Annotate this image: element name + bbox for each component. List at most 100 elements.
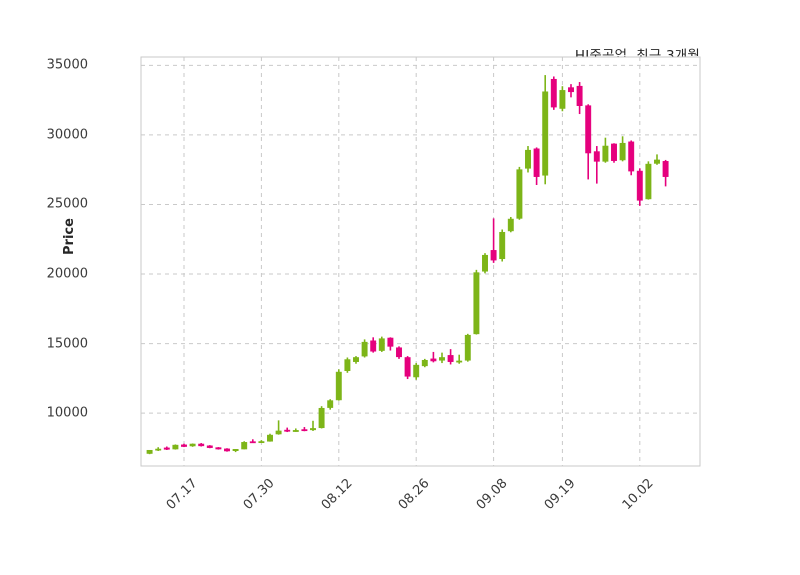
candle [568, 84, 574, 98]
candle [232, 449, 239, 453]
candle [533, 147, 540, 185]
candle [654, 154, 660, 165]
candle [301, 427, 308, 432]
candle-body [421, 359, 428, 367]
candle-body [361, 341, 368, 357]
candle [284, 427, 291, 433]
y-tick-label: 15000 [46, 336, 88, 352]
candle [593, 146, 600, 184]
candle [318, 406, 325, 429]
candle-body [155, 448, 162, 451]
candle-body [525, 149, 531, 169]
y-tick-label: 35000 [46, 57, 88, 73]
candle-body [310, 428, 316, 431]
candle [327, 399, 334, 410]
candle [189, 443, 196, 447]
candle-body [327, 400, 334, 408]
candle [387, 337, 394, 351]
candle-body [542, 91, 549, 176]
candle [636, 168, 643, 206]
candle [241, 441, 248, 450]
candle [439, 352, 445, 364]
candle-body [284, 429, 291, 432]
candle [155, 447, 162, 451]
candle-body [645, 163, 652, 200]
candle [542, 75, 549, 185]
candle-body [335, 371, 342, 401]
candle-body [619, 142, 626, 161]
candle [198, 443, 205, 447]
candle [550, 76, 557, 110]
candle-body [439, 357, 445, 361]
candle [258, 440, 265, 444]
candle-body [387, 337, 394, 347]
candle-body [404, 357, 411, 377]
candle [645, 161, 652, 200]
candle-body [576, 85, 583, 106]
candle [576, 82, 583, 115]
candle [396, 346, 402, 359]
candle-series [146, 75, 669, 455]
candle-body [559, 90, 566, 109]
candle [619, 136, 626, 162]
y-tick-label: 20000 [46, 266, 88, 282]
candle [292, 428, 299, 432]
candle-body [628, 141, 635, 172]
candle [499, 229, 506, 262]
candle [456, 354, 463, 364]
candle [267, 433, 273, 442]
candle-body [378, 338, 385, 351]
candle-body [224, 448, 230, 452]
candle-body [353, 357, 359, 362]
candle [516, 166, 523, 220]
candle-body [585, 105, 592, 154]
candle-body [198, 443, 205, 447]
candle-body [301, 429, 308, 432]
candle [206, 445, 213, 449]
candle-body [499, 231, 506, 260]
candle [163, 446, 170, 451]
candle-body [550, 78, 557, 108]
candle [473, 269, 480, 335]
candle-body [636, 170, 643, 201]
candle [146, 449, 153, 455]
candle [421, 358, 428, 368]
candle-body [662, 161, 669, 177]
y-tick-label: 10000 [46, 405, 88, 421]
candle [344, 357, 351, 373]
candle-body [258, 441, 265, 444]
candle-body [482, 254, 488, 272]
candle [430, 351, 437, 363]
candle [559, 86, 566, 112]
candle-body [232, 449, 239, 451]
candle [275, 420, 282, 435]
candle [507, 216, 514, 233]
candle-body [456, 360, 463, 363]
candle [310, 420, 316, 431]
candle-body [447, 355, 454, 362]
candle-body [267, 434, 273, 442]
candle-body [344, 359, 351, 372]
candle-body [568, 87, 574, 93]
candle [662, 159, 669, 187]
candle-body [146, 449, 153, 454]
candle-body [163, 447, 170, 450]
candle-body [654, 159, 660, 164]
candle-body [602, 145, 609, 162]
candle-body [275, 430, 282, 435]
candle-body [464, 334, 471, 361]
candle [602, 137, 609, 163]
candle-body [413, 364, 420, 378]
candle [215, 447, 222, 450]
candle [249, 439, 256, 444]
candle-body [490, 250, 497, 261]
candle-body [507, 218, 514, 232]
candle-body [189, 443, 196, 447]
candle-body [292, 430, 299, 432]
candle [628, 140, 635, 176]
candle [361, 339, 368, 358]
y-tick-label: 30000 [46, 127, 88, 143]
gridlines [141, 57, 700, 466]
